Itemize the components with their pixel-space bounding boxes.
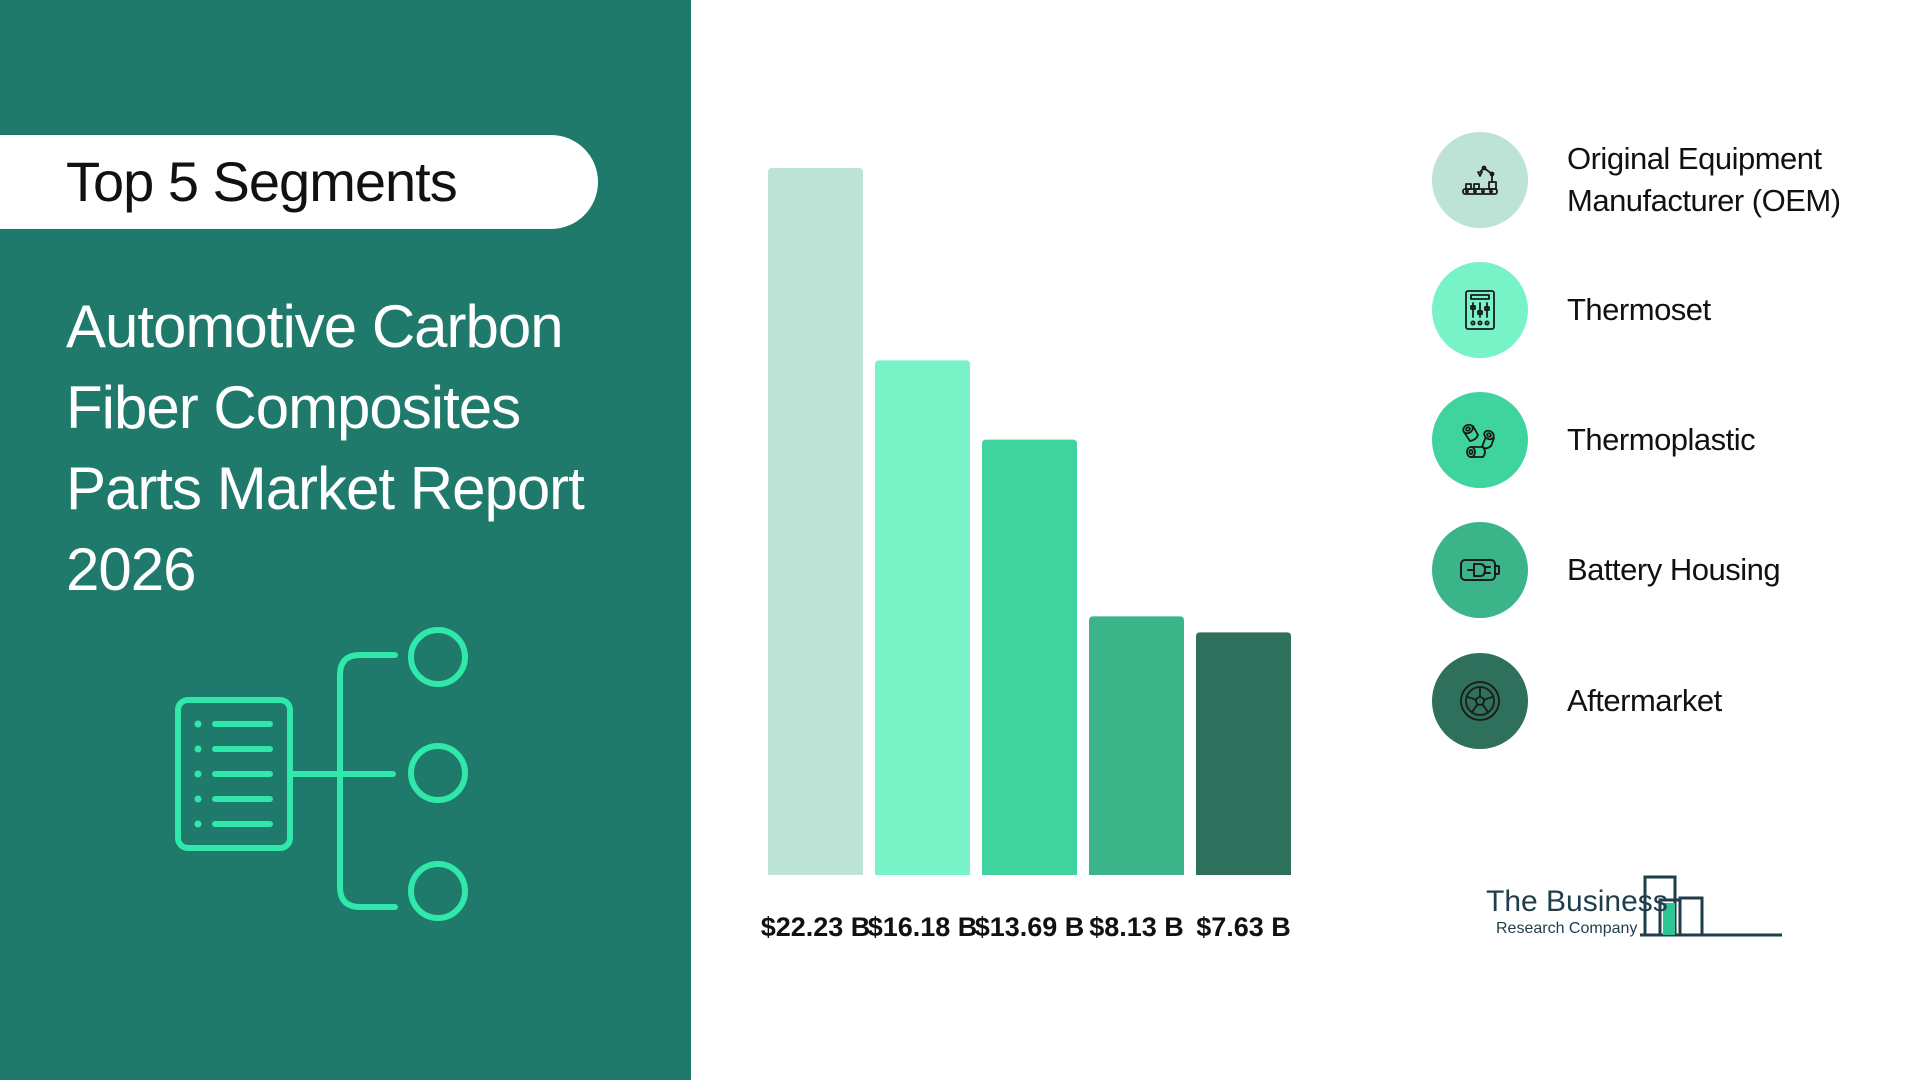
- value-label-thermoplastic: $13.69 B: [975, 912, 1085, 942]
- legend-item-thermoset: Thermoset: [1432, 262, 1892, 358]
- legend-item-aftermarket: Aftermarket: [1432, 653, 1892, 749]
- bar-thermoplastic: [982, 439, 1077, 875]
- battery-icon: [1460, 559, 1500, 581]
- value-label-aftermarket: $7.63 B: [1196, 912, 1291, 942]
- report-title: Automotive Carbon Fiber Composites Parts…: [66, 293, 585, 603]
- legend-swatch-aftermarket: [1432, 653, 1528, 749]
- hierarchy-list-icon: [175, 627, 468, 921]
- segments-badge: Top 5 Segments: [0, 135, 598, 229]
- bar-oem: [768, 168, 863, 875]
- value-label-battery-housing: $8.13 B: [1089, 912, 1184, 942]
- bar-thermoset: [875, 360, 970, 875]
- company-logo: The Business Research Company: [1480, 845, 1800, 945]
- legend-swatch-thermoset: [1432, 262, 1528, 358]
- legend-label-aftermarket: Aftermarket: [1567, 683, 1722, 718]
- legend-label-thermoset: Thermoset: [1567, 292, 1711, 327]
- left-panel: Top 5 Segments Automotive Carbon Fiber C…: [0, 0, 691, 1080]
- bar-battery-housing: [1089, 616, 1184, 875]
- legend-item-oem: Original Equipment Manufacturer (OEM): [1432, 132, 1892, 228]
- legend-swatch-thermoplastic: [1432, 392, 1528, 488]
- bar-chart: $22.23 B$16.18 B$13.69 B $8.13 B $7.63 B: [761, 168, 1291, 942]
- logo-bars-graphic: [1640, 875, 1782, 937]
- robotic-arm-icon: [1462, 165, 1498, 195]
- control-panel-icon: [1465, 290, 1495, 330]
- legend-item-thermoplastic: Thermoplastic: [1432, 392, 1892, 488]
- legend-label-battery-housing: Battery Housing: [1567, 552, 1781, 587]
- segments-badge-text: Top 5 Segments: [66, 150, 458, 213]
- value-label-thermoset: $16.18 B: [868, 912, 978, 942]
- legend-swatch-oem: [1432, 132, 1528, 228]
- legend-swatch-battery-housing: [1432, 522, 1528, 618]
- legend-label-oem: Original Equipment Manufacturer (OEM): [1567, 141, 1841, 218]
- cylinders-icon: [1462, 423, 1495, 458]
- value-label-oem: $22.23 B: [761, 912, 871, 942]
- legend-label-thermoplastic: Thermoplastic: [1567, 422, 1756, 457]
- logo-name-line1: The Business: [1486, 885, 1668, 918]
- legend-item-battery-housing: Battery Housing: [1432, 522, 1892, 618]
- wheel-icon: [1460, 681, 1500, 721]
- bar-aftermarket: [1196, 632, 1291, 875]
- logo-name-line2: Research Company: [1496, 920, 1638, 937]
